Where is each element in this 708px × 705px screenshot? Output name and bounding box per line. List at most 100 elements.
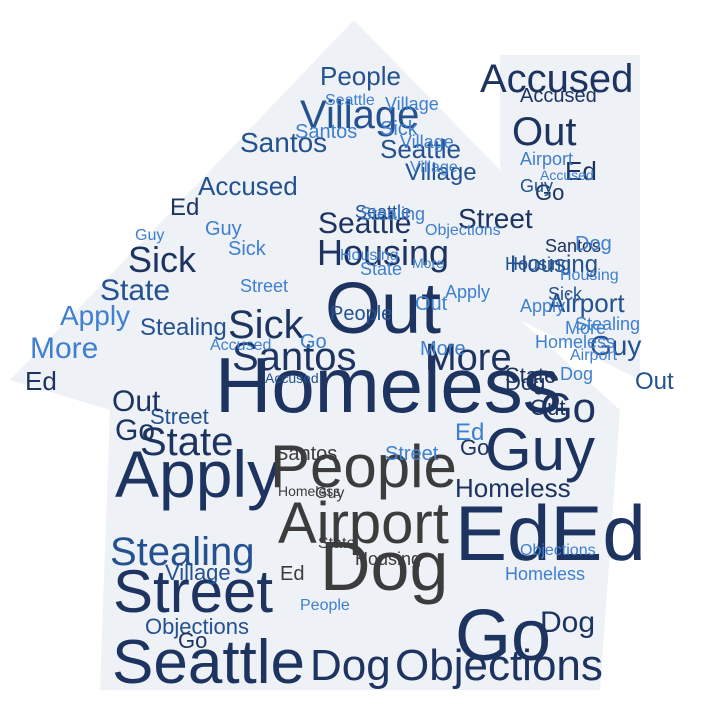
cloud-word-out: Out	[325, 269, 441, 349]
cloud-word-santos: Santos	[275, 443, 337, 465]
cloud-word-seattle: Seattle	[112, 628, 305, 697]
cloud-word-more: More	[420, 338, 466, 360]
cloud-word-apply: Apply	[60, 300, 130, 331]
cloud-word-accused: Accused	[210, 337, 271, 354]
cloud-word-village: Village	[165, 560, 231, 585]
cloud-word-village: Village	[400, 132, 454, 152]
cloud-word-apply: Apply	[115, 437, 280, 511]
cloud-word-village: Village	[405, 159, 477, 186]
cloud-word-santos: Santos	[545, 236, 601, 256]
cloud-word-seattle: Seattle	[318, 207, 411, 240]
cloud-word-state: State	[505, 363, 556, 388]
cloud-word-more: More	[425, 337, 512, 379]
cloud-word-homeless: Homeless	[505, 564, 585, 584]
cloud-word-more: More	[565, 318, 606, 338]
cloud-word-santos: Santos	[232, 335, 357, 379]
cloud-word-objections: Objections	[395, 641, 603, 690]
cloud-word-seattle: Seattle	[325, 92, 375, 109]
cloud-word-go: Go	[460, 435, 489, 460]
cloud-word-housing: Housing	[510, 251, 598, 278]
cloud-word-state: State	[100, 274, 170, 307]
cloud-word-apply: Apply	[445, 282, 490, 302]
cloud-word-guy: Guy	[590, 330, 641, 361]
cloud-word-village: Village	[410, 159, 458, 176]
cloud-word-housing: Housing	[355, 549, 421, 569]
cloud-word-objections: Objections	[520, 542, 596, 559]
cloud-word-people: People	[270, 433, 457, 500]
cloud-word-state: State	[140, 420, 233, 464]
cloud-word-airport: Airport	[548, 288, 625, 318]
cloud-word-dog: Dog	[540, 606, 595, 639]
cloud-word-dog: Dog	[505, 370, 545, 395]
cloud-word-dog: Dog	[320, 527, 448, 605]
cloud-word-street: Street	[458, 203, 533, 234]
cloud-word-people: People	[300, 597, 350, 614]
cloud-word-santos: Santos	[295, 121, 357, 143]
cloud-word-guy: Guy	[520, 176, 553, 196]
cloud-word-santos: Santos	[240, 127, 327, 158]
cloud-word-ed: Ed	[170, 194, 199, 221]
cloud-word-ed: Ed	[25, 366, 57, 396]
cloud-word-housing: Housing	[505, 254, 571, 274]
cloud-word-out: Out	[530, 395, 565, 420]
cloud-word-ed: Ed	[455, 419, 484, 446]
cloud-word-more: More	[30, 332, 98, 365]
cloud-word-people: People	[330, 303, 392, 325]
cloud-word-housing: Housing	[317, 232, 449, 273]
cloud-word-village: Village	[300, 93, 419, 137]
cloud-word-homeless: Homeless	[455, 473, 571, 503]
cloud-word-apply: Apply	[520, 296, 565, 316]
cloud-word-go: Go	[455, 596, 551, 676]
cloud-word-sick: Sick	[548, 284, 583, 304]
cloud-word-guy: Guy	[485, 416, 595, 483]
cloud-word-street: Street	[113, 558, 273, 625]
house-silhouette	[10, 20, 640, 690]
cloud-word-dog: Dog	[560, 364, 593, 384]
cloud-word-homeless: Homeless	[215, 341, 562, 429]
cloud-word-seattle: Seattle	[380, 134, 461, 164]
cloud-word-seattle: Seattle	[355, 202, 411, 222]
cloud-word-people: People	[320, 61, 401, 91]
cloud-word-more: More	[412, 255, 444, 271]
cloud-word-housing: Housing	[560, 267, 619, 284]
cloud-word-stealing: Stealing	[575, 314, 640, 334]
cloud-word-accused: Accused	[198, 171, 298, 201]
cloud-word-go: Go	[178, 628, 207, 653]
cloud-word-go: Go	[535, 180, 564, 205]
cloud-word-stealing: Stealing	[360, 204, 425, 224]
cloud-word-eded: EdEd	[455, 489, 646, 577]
cloud-word-airport: Airport	[570, 347, 618, 364]
cloud-word-out: Out	[112, 385, 161, 418]
cloud-word-go: Go	[540, 384, 596, 431]
cloud-word-dog: Dog	[575, 233, 612, 255]
cloud-word-ed: Ed	[565, 156, 597, 186]
cloud-word-stealing: Stealing	[110, 530, 255, 574]
cloud-word-sick: Sick	[228, 303, 305, 347]
cloud-word-out: Out	[415, 293, 448, 315]
cloud-word-accused: Accused	[520, 85, 597, 107]
cloud-word-state: State	[360, 259, 402, 279]
cloud-word-sick: Sick	[228, 238, 267, 260]
cloud-word-go: Go	[115, 414, 155, 447]
cloud-word-airport: Airport	[520, 149, 573, 169]
cloud-word-dog: Dog	[310, 641, 391, 690]
cloud-word-accused: Accused	[480, 57, 633, 101]
cloud-word-stealing: Stealing	[140, 314, 227, 341]
cloud-word-sick: Sick	[128, 239, 197, 280]
cloud-word-objections: Objections	[425, 222, 501, 239]
cloud-word-go: Go	[300, 331, 327, 353]
cloud-word-accused: Accused	[540, 167, 594, 183]
cloud-word-village: Village	[385, 94, 439, 114]
cloud-word-housing: Housing	[340, 247, 399, 264]
cloud-word-guy: Guy	[315, 485, 344, 502]
cloud-word-guy: Guy	[205, 218, 242, 240]
cloud-word-street: Street	[385, 443, 439, 465]
cloud-word-accused: Accused	[265, 370, 319, 386]
cloud-word-out: Out	[635, 368, 674, 395]
cloud-word-homeless: Homeless	[278, 483, 340, 499]
cloud-word-ed: Ed	[280, 563, 304, 585]
cloud-word-guy: Guy	[135, 227, 164, 244]
